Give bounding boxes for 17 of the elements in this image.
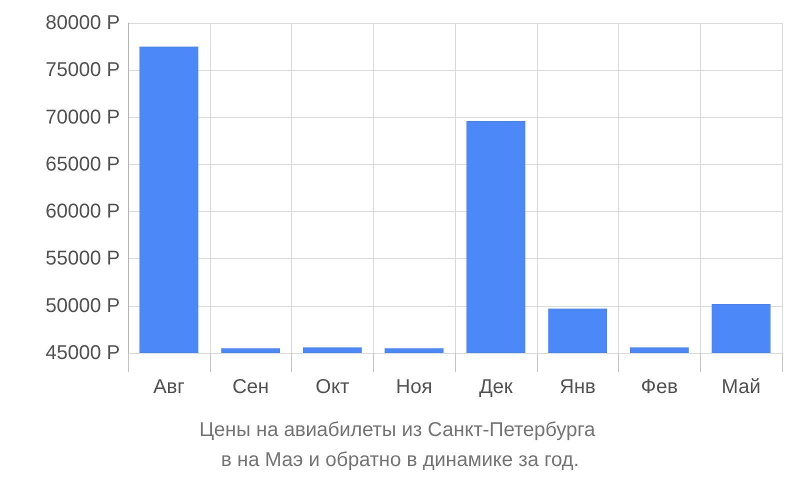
y-tick-label: 65000 Р [45, 153, 120, 176]
y-tick-label: 70000 Р [45, 106, 120, 128]
x-tick-label: Ноя [396, 376, 432, 398]
x-tick-label: Сен [232, 376, 269, 398]
y-tick-label: 60000 Р [45, 200, 120, 223]
x-tick-label: Авг [153, 376, 185, 398]
y-tick-label: 45000 Р [45, 342, 120, 364]
x-tick-label: Окт [316, 376, 350, 398]
x-tick-label: Фев [640, 376, 678, 398]
x-tick-label: Янв [560, 376, 596, 398]
y-tick-label: 55000 Р [45, 248, 120, 270]
text: Цены на авиабилеты из Санкт-Петербурга в на Маэ и обратно в динамике за год. [199, 419, 601, 471]
y-tick-label: 50000 Р [45, 294, 120, 317]
x-tick-label: Май [722, 376, 761, 398]
x-tick-label: Дек [479, 376, 513, 398]
y-tick-label: 80000 Р [45, 12, 120, 34]
y-tick-label: 75000 Р [45, 59, 120, 82]
